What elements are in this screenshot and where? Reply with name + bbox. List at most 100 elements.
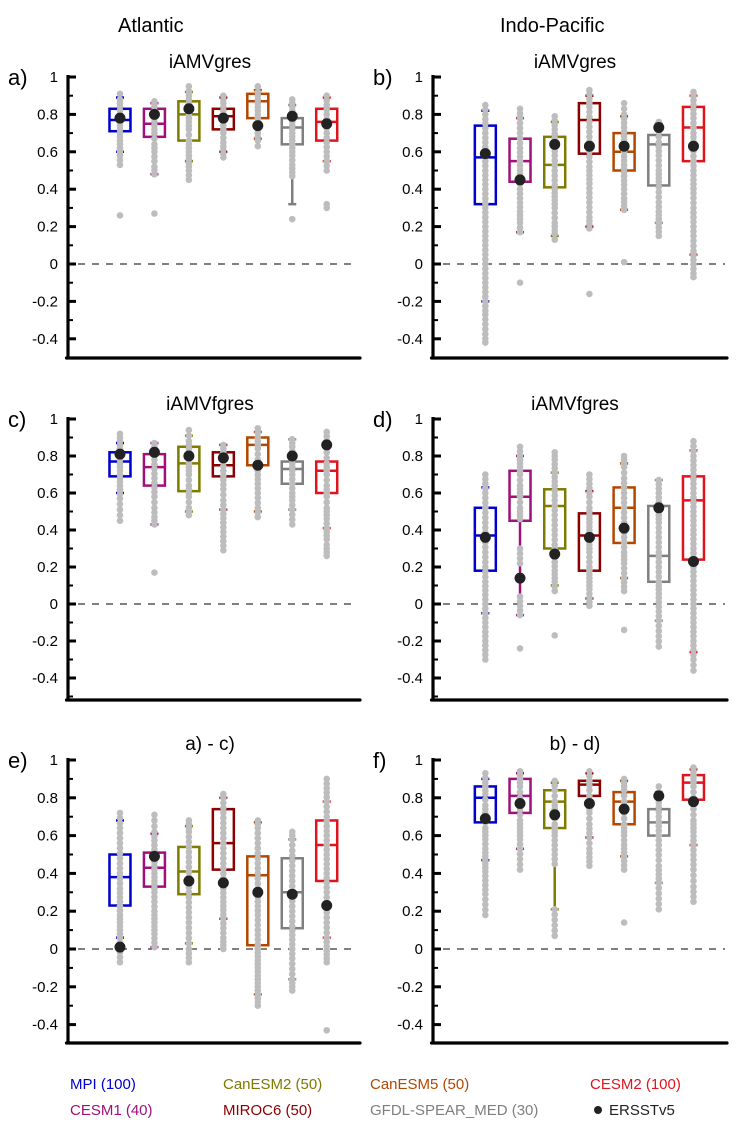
member-point	[620, 161, 628, 169]
member-point	[516, 597, 524, 605]
member-point	[690, 114, 697, 122]
observation-point	[286, 110, 298, 122]
member-point	[288, 463, 296, 471]
panel-f: b) - d) f) -0.4 -0.2 0 0.2 0.4 0.6 0.8 1	[373, 734, 729, 1045]
member-point	[620, 534, 628, 541]
observation-point	[217, 877, 229, 889]
legend-entry: CanESM5 (50)	[370, 1076, 469, 1093]
box-canesm2	[177, 426, 201, 519]
member-point	[288, 828, 296, 836]
box-canesm2	[542, 112, 567, 243]
member-point	[620, 258, 628, 266]
member-point	[116, 96, 124, 103]
member-point	[620, 866, 628, 873]
member-point	[551, 906, 559, 913]
member-point	[151, 479, 158, 487]
member-point	[655, 846, 663, 854]
member-point	[586, 862, 593, 870]
y-tick-label: -0.4	[397, 670, 423, 687]
member-point	[151, 898, 158, 906]
member-point	[482, 307, 489, 315]
member-point	[586, 189, 593, 197]
y-tick-label: 0.6	[37, 144, 58, 161]
member-point	[482, 195, 489, 202]
member-point	[482, 485, 489, 492]
member-point	[482, 274, 489, 282]
member-point	[220, 854, 227, 862]
member-point	[254, 88, 262, 96]
member-point	[323, 929, 331, 936]
member-point	[586, 553, 593, 561]
member-point	[620, 786, 628, 794]
member-point	[151, 456, 158, 464]
member-point	[655, 803, 663, 811]
member-point	[116, 824, 124, 832]
member-point	[151, 930, 158, 938]
member-point	[323, 894, 331, 901]
member-point	[586, 786, 593, 794]
member-point	[690, 817, 697, 824]
member-point	[151, 822, 158, 830]
member-point	[151, 210, 158, 217]
member-point	[288, 475, 296, 483]
member-point	[220, 441, 227, 449]
member-point	[185, 511, 193, 519]
member-point	[551, 632, 559, 639]
member-point	[116, 129, 124, 137]
member-point	[185, 83, 193, 90]
member-point	[185, 432, 193, 439]
member-point	[551, 511, 559, 519]
member-point	[482, 796, 489, 803]
member-point	[288, 975, 296, 983]
member-point	[220, 920, 227, 927]
member-point	[288, 987, 296, 994]
member-point	[482, 609, 489, 617]
member-point	[482, 573, 489, 581]
box-mpi	[473, 769, 498, 919]
member-point	[690, 628, 697, 636]
member-point	[482, 619, 489, 626]
box-canesm5	[246, 83, 270, 150]
member-point	[620, 172, 628, 180]
member-point	[116, 814, 124, 822]
observation-point	[514, 174, 526, 186]
member-point	[690, 162, 697, 170]
box-cesm2	[681, 88, 706, 281]
member-point	[655, 193, 663, 201]
member-point	[690, 600, 697, 608]
panel-title: iAMVfgres	[531, 394, 619, 415]
box-cesm2	[314, 775, 339, 1034]
box-cesm2	[314, 92, 339, 212]
box-canesm2	[542, 777, 567, 940]
member-point	[551, 162, 559, 169]
panel-letter: c)	[8, 407, 26, 432]
box-canesm5	[612, 775, 636, 926]
member-point	[220, 934, 227, 941]
y-tick-label: 1	[415, 411, 423, 428]
member-point	[655, 862, 663, 870]
member-point	[655, 578, 663, 586]
member-point	[482, 471, 489, 478]
legend-entry: GFDL-SPEAR_MED (30)	[370, 1102, 538, 1119]
member-point	[516, 448, 524, 455]
member-point	[323, 454, 331, 462]
member-point	[516, 861, 524, 868]
member-point	[323, 919, 331, 926]
member-point	[323, 846, 331, 854]
member-point	[690, 531, 697, 538]
member-point	[323, 139, 331, 146]
observation-point	[183, 103, 195, 115]
member-point	[220, 870, 227, 877]
member-point	[254, 494, 262, 502]
member-point	[116, 107, 124, 114]
member-point	[323, 909, 331, 916]
box-canesm5	[612, 452, 636, 634]
member-point	[482, 134, 489, 142]
member-point	[655, 152, 663, 159]
member-point	[220, 122, 227, 129]
member-point	[551, 531, 559, 539]
member-point	[482, 911, 489, 919]
member-point	[655, 612, 663, 620]
member-point	[516, 788, 524, 796]
member-point	[482, 553, 489, 561]
